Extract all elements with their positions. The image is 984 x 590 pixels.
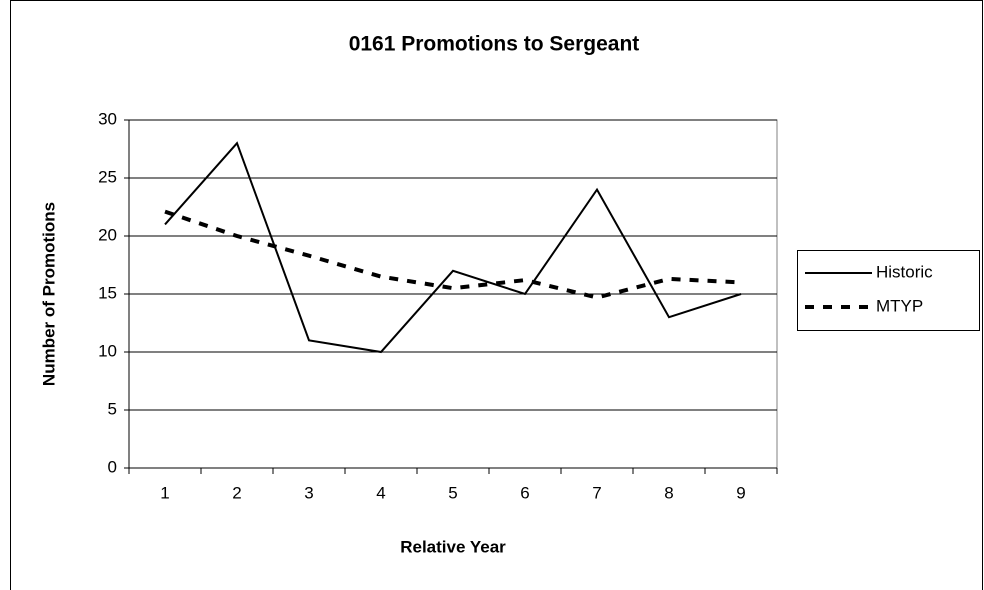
x-tick-label: 2 [232, 483, 241, 502]
x-tick-label: 6 [520, 483, 529, 502]
data-line [164, 141, 742, 354]
x-tick-label: 4 [376, 483, 385, 502]
y-axis-label: Number of Promotions [39, 202, 58, 386]
x-tick-label: 8 [664, 483, 673, 502]
x-tick-label: 1 [160, 483, 169, 502]
y-tick-label: 10 [98, 341, 117, 360]
y-tick-label: 15 [98, 283, 117, 302]
y-tick-label: 5 [108, 399, 117, 418]
chart-title: 0161 Promotions to Sergeant [349, 33, 640, 56]
y-tick-label: 25 [98, 167, 117, 186]
y-tick-label: 30 [98, 109, 117, 128]
x-tick-label: 5 [448, 483, 457, 502]
data-line [164, 209, 742, 300]
y-tick-label: 0 [108, 457, 117, 476]
x-tick-label: 9 [736, 483, 745, 502]
y-tick-label: 20 [98, 225, 117, 244]
legend-label: MTYP [876, 296, 923, 315]
legend [797, 250, 980, 331]
x-tick-label: 3 [304, 483, 313, 502]
x-tick-label: 7 [592, 483, 601, 502]
legend-label: Historic [876, 262, 933, 281]
x-axis-label: Relative Year [400, 537, 506, 556]
